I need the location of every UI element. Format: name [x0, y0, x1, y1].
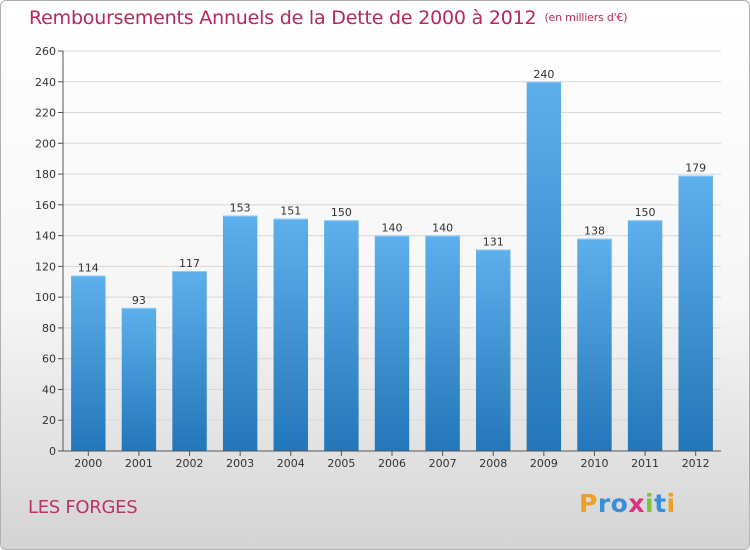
- bar: [374, 235, 410, 451]
- commune-name: LES FORGES: [28, 497, 138, 518]
- y-tick-label: 220: [35, 107, 56, 120]
- bar: [324, 220, 359, 451]
- y-tick-label: 240: [35, 76, 56, 89]
- x-tick-label: 2003: [226, 457, 254, 470]
- data-label: 138: [584, 225, 605, 238]
- logo-letter: r: [597, 489, 611, 518]
- data-label: 140: [382, 222, 403, 235]
- data-label: 179: [685, 162, 706, 175]
- bar: [172, 271, 207, 451]
- bars: [71, 81, 713, 452]
- proxiti-logo: Proxiti: [579, 489, 676, 518]
- chart-unit: (en milliers d'€): [544, 11, 628, 24]
- y-tick-label: 260: [35, 45, 56, 58]
- logo-letter: i: [645, 489, 655, 518]
- data-label: 131: [483, 235, 504, 248]
- x-tick-label: 2002: [176, 457, 204, 470]
- y-tick-label: 80: [42, 322, 56, 335]
- y-axis-ticks: 0 20 40 60 80 100 120 140 160 180 200 220 240 260: [35, 45, 63, 458]
- data-label: 114: [78, 262, 99, 275]
- y-tick-label: 120: [35, 260, 56, 273]
- bar: [476, 249, 511, 451]
- bar: [526, 81, 562, 452]
- data-label: 117: [179, 257, 200, 270]
- y-tick-label: 180: [35, 168, 56, 181]
- logo-letter: x: [628, 489, 645, 518]
- y-tick-label: 20: [42, 414, 56, 427]
- x-tick-label: 2005: [327, 457, 355, 470]
- y-tick-label: 60: [42, 353, 56, 366]
- chart-title-text: Remboursements Annuels de la Dette de 20…: [29, 7, 537, 29]
- x-tick-label: 2010: [580, 457, 608, 470]
- y-tick-label: 160: [35, 199, 56, 212]
- logo-letter: o: [610, 489, 629, 518]
- data-label: 150: [331, 206, 352, 219]
- logo-letter: i: [666, 489, 676, 518]
- logo-letter: P: [579, 489, 598, 518]
- x-tick-label: 2011: [631, 457, 659, 470]
- x-tick-label: 2004: [277, 457, 305, 470]
- data-labels: 114 93 117 153 151 150 140 140 131 240 138 150 179: [78, 68, 706, 307]
- x-tick-label: 2009: [530, 457, 558, 470]
- bar: [71, 275, 106, 451]
- data-label: 150: [635, 206, 656, 219]
- x-tick-label: 2006: [378, 457, 406, 470]
- data-label: 93: [132, 294, 146, 307]
- x-tick-label: 2007: [429, 457, 457, 470]
- data-label: 240: [533, 68, 554, 81]
- x-tick-label: 2000: [74, 457, 102, 470]
- y-tick-label: 0: [49, 445, 56, 458]
- y-tick-label: 40: [42, 383, 56, 396]
- data-label: 151: [280, 205, 301, 218]
- x-tick-label: 2001: [125, 457, 153, 470]
- bar: [273, 218, 308, 451]
- x-tick-label: 2008: [479, 457, 507, 470]
- bar: [425, 235, 460, 451]
- bar: [678, 175, 713, 451]
- bar: [627, 220, 663, 451]
- y-tick-label: 140: [35, 230, 56, 243]
- bar: [222, 215, 258, 451]
- y-tick-label: 200: [35, 137, 56, 150]
- bar: [577, 238, 612, 451]
- bar: [121, 307, 157, 451]
- x-tick-label: 2012: [682, 457, 710, 470]
- chart-title: Remboursements Annuels de la Dette de 20…: [29, 7, 628, 29]
- data-label: 140: [432, 222, 453, 235]
- y-tick-label: 100: [35, 291, 56, 304]
- x-axis-ticks: 2000 2001 2002 2003 2004 2005 2006 2007 2008 2009…: [74, 451, 710, 470]
- logo-letter: t: [654, 489, 667, 518]
- data-label: 153: [230, 202, 251, 215]
